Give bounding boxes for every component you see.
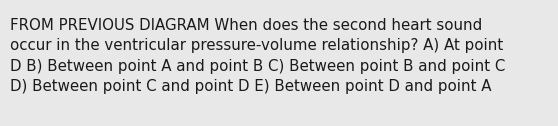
- Text: FROM PREVIOUS DIAGRAM When does the second heart sound
occur in the ventricular : FROM PREVIOUS DIAGRAM When does the seco…: [10, 18, 506, 94]
